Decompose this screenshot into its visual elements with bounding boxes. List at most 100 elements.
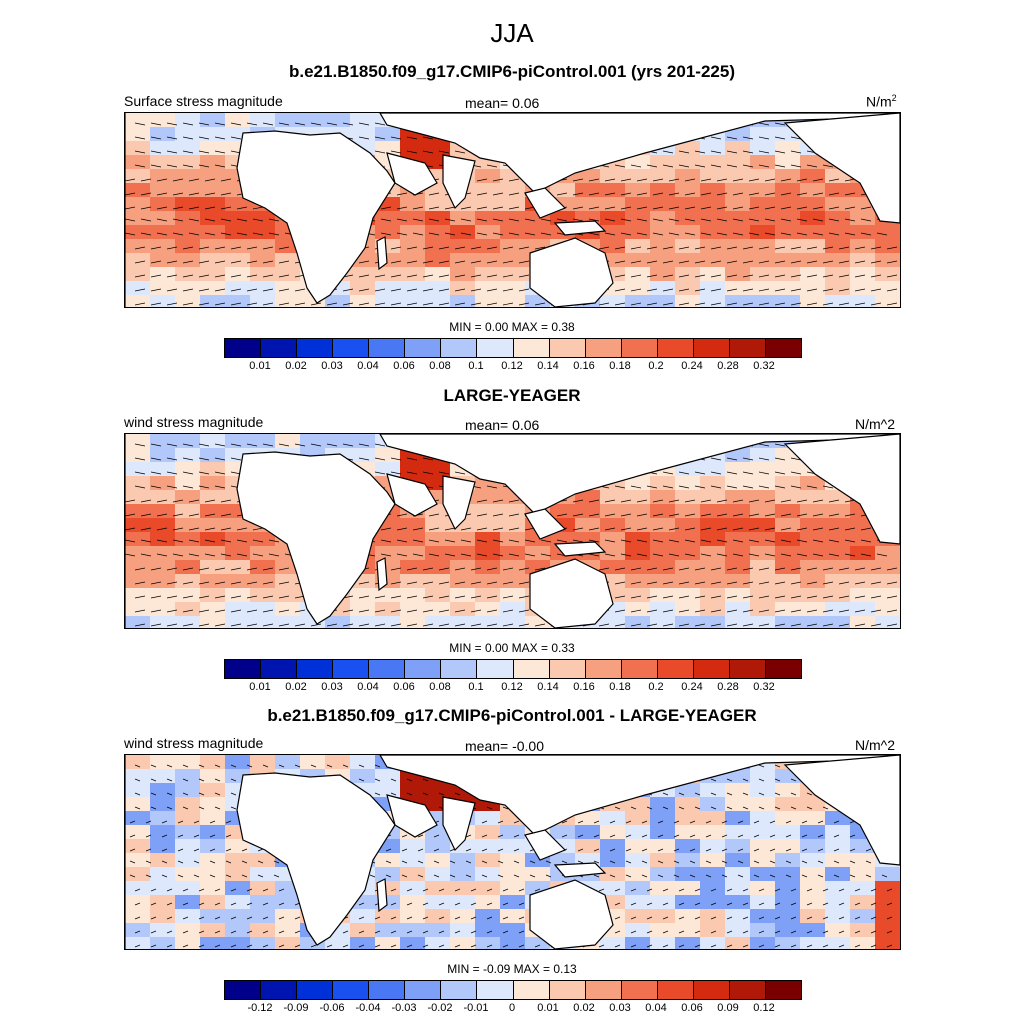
wind-vector xyxy=(806,930,813,934)
wind-vector xyxy=(790,778,797,782)
wind-vector xyxy=(668,513,680,517)
wind-vector xyxy=(444,539,456,543)
colorbar-box xyxy=(261,660,298,678)
wind-vector xyxy=(844,192,856,196)
wind-vector xyxy=(790,595,802,599)
field-cell xyxy=(250,755,276,770)
field-cell xyxy=(425,602,451,617)
wind-vector xyxy=(790,916,797,920)
field-cell xyxy=(225,923,251,938)
wind-vector xyxy=(177,820,184,824)
wind-vector xyxy=(177,874,184,878)
field-cell xyxy=(675,923,701,938)
field-cell xyxy=(650,881,676,896)
field-cell xyxy=(675,267,701,282)
field-cell xyxy=(275,574,301,589)
wind-vector xyxy=(246,288,258,292)
wind-vector xyxy=(630,916,637,920)
wind-vector xyxy=(214,567,226,571)
field-cell xyxy=(125,490,151,505)
wind-vector xyxy=(886,623,898,627)
field-cell xyxy=(175,448,201,463)
wind-vector xyxy=(614,609,626,613)
wind-vector xyxy=(422,274,434,278)
field-cell xyxy=(725,462,751,477)
field-cell xyxy=(800,155,826,170)
wind-vector xyxy=(390,260,402,264)
field-cell xyxy=(825,239,851,254)
wind-vector xyxy=(422,595,434,599)
wind-vector xyxy=(774,122,786,126)
field-cell xyxy=(200,518,226,533)
wind-vector xyxy=(476,553,488,557)
wind-vector xyxy=(214,260,226,264)
wind-vector xyxy=(817,848,824,852)
wind-vector xyxy=(406,274,418,278)
wind-vector xyxy=(630,609,642,613)
wind-vector xyxy=(668,206,680,210)
wind-vector xyxy=(220,539,232,543)
wind-vector xyxy=(310,764,317,768)
wind-vector xyxy=(886,274,898,278)
field-cell xyxy=(825,267,851,282)
wind-vector xyxy=(758,792,765,796)
wind-vector xyxy=(214,778,221,782)
field-cell xyxy=(725,560,751,575)
field-cell xyxy=(325,434,351,449)
wind-vector xyxy=(678,609,690,613)
field-cell xyxy=(700,867,726,882)
wind-vector xyxy=(150,246,162,250)
wind-vector xyxy=(614,916,621,920)
wind-vector xyxy=(166,595,178,599)
wind-vector xyxy=(125,218,136,222)
wind-vector xyxy=(721,834,728,838)
field-cell xyxy=(600,532,626,547)
field-cell xyxy=(125,113,151,128)
wind-vector xyxy=(742,260,754,264)
colorbar-tick-label: 0.32 xyxy=(753,681,775,693)
wind-vector xyxy=(822,274,834,278)
wind-vector xyxy=(214,302,226,306)
wind-vector xyxy=(508,527,520,531)
wind-vector xyxy=(433,848,440,852)
wind-vector xyxy=(326,764,333,768)
wind-vector xyxy=(241,860,248,864)
wind-vector xyxy=(406,288,418,292)
wind-vector xyxy=(518,288,530,292)
colorbar-box xyxy=(333,981,370,999)
wind-vector xyxy=(156,513,168,517)
field-cell xyxy=(175,839,201,854)
colorbar-tick-label: 0.14 xyxy=(537,681,559,693)
wind-vector xyxy=(401,834,408,838)
wind-vector xyxy=(806,609,818,613)
wind-vector xyxy=(646,930,653,934)
wind-vector xyxy=(865,848,872,852)
wind-vector xyxy=(630,260,642,264)
wind-vector xyxy=(774,288,786,292)
field-cell xyxy=(150,909,176,924)
field-cell xyxy=(150,434,176,449)
wind-vector xyxy=(694,150,706,154)
wind-vector xyxy=(678,806,685,810)
wind-vector xyxy=(716,192,728,196)
wind-vector xyxy=(668,192,680,196)
field-cell xyxy=(225,755,251,770)
field-cell xyxy=(650,225,676,240)
field-cell xyxy=(750,295,776,307)
colorbar-tick-label: 0.12 xyxy=(753,1002,775,1014)
wind-vector xyxy=(817,834,824,838)
field-cell xyxy=(225,853,251,868)
field-cell xyxy=(125,839,151,854)
wind-vector xyxy=(246,888,253,892)
wind-vector xyxy=(694,246,706,250)
field-cell xyxy=(350,434,376,449)
field-cell xyxy=(725,281,751,296)
wind-vector xyxy=(188,527,200,531)
wind-vector xyxy=(689,834,696,838)
wind-vector xyxy=(652,178,664,182)
field-cell xyxy=(150,825,176,840)
field-cell xyxy=(800,546,826,561)
wind-vector xyxy=(172,499,184,503)
wind-vector xyxy=(662,944,669,948)
field-cell xyxy=(650,797,676,812)
